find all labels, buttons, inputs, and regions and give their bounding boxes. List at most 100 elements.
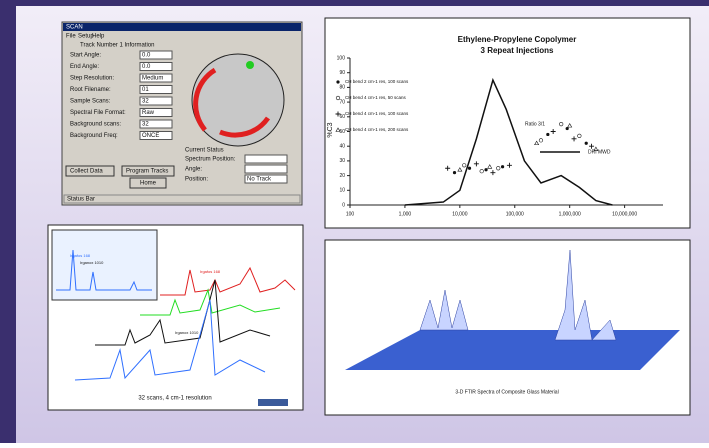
track-circle: [191, 53, 285, 147]
point: [534, 140, 540, 146]
surface-peak: [554, 249, 617, 341]
point: [567, 123, 573, 128]
y-tick-label: 40: [339, 144, 345, 150]
field-box[interactable]: [139, 85, 173, 94]
inset-spectrum: [56, 249, 152, 291]
chart-subtitle: 3 Repeat Injections: [481, 46, 554, 55]
button[interactable]: [121, 165, 175, 177]
chart-title: Ethylene-Propylene Copolymer: [458, 35, 577, 44]
status-label: Spectrum Position:: [185, 157, 236, 163]
field-box[interactable]: [139, 131, 173, 140]
legend-label: DRI MWD: [588, 149, 611, 155]
spectrum-trace: [95, 279, 271, 346]
left-bar: [0, 0, 16, 443]
y-tick-label: 20: [339, 173, 345, 179]
chart-panel: [324, 17, 691, 229]
field-label: Background Freq:: [70, 133, 118, 139]
status-label: Position:: [185, 177, 208, 183]
button[interactable]: [258, 399, 288, 406]
field-value: 01: [142, 87, 149, 93]
y-tick-label: 10: [339, 188, 345, 194]
legend-label: CH bend 4 cm-1 res, 50 scans: [345, 95, 407, 100]
point: [487, 164, 493, 169]
legend-label: CH bend 4 cm-1 res, 100 scans: [345, 111, 409, 116]
button-label[interactable]: Collect Data: [70, 169, 103, 175]
x-tick-label: 100: [346, 211, 355, 217]
y-tick-label: 50: [339, 129, 345, 135]
x-tick-label: 1,000,000: [559, 211, 581, 217]
field-value: 0.0: [142, 64, 151, 70]
point: [584, 141, 588, 145]
field-box[interactable]: [139, 108, 173, 117]
button-label[interactable]: Home: [140, 181, 157, 187]
point: [559, 122, 564, 127]
point: [467, 166, 472, 170]
window-title: SCAN: [66, 25, 83, 31]
spectrum-trace: [160, 266, 296, 296]
status-bar-text: Status Bar: [67, 197, 95, 203]
menu-item[interactable]: Help: [92, 34, 105, 40]
point: [571, 136, 577, 142]
field-box[interactable]: [139, 96, 173, 106]
point: [479, 169, 484, 174]
y-tick-label: 80: [339, 85, 345, 91]
field-box[interactable]: [139, 119, 173, 129]
menu-item[interactable]: File: [66, 34, 76, 40]
section-title: Track Number 1 Information: [80, 43, 154, 49]
legend-marker: [335, 111, 341, 117]
field-label: Background scans:: [70, 122, 121, 128]
track-arc: [219, 116, 271, 138]
menu-item[interactable]: Setup: [78, 34, 94, 40]
point: [577, 133, 582, 139]
surface-peak: [419, 289, 469, 331]
top-bar: [0, 0, 709, 6]
button[interactable]: [129, 177, 167, 189]
status-box: [244, 164, 288, 174]
trace-label: Irganox 1010: [175, 330, 199, 335]
field-value: ONCE: [142, 133, 159, 139]
annotation: Ratio 3/1: [525, 121, 545, 127]
inset: [51, 229, 158, 301]
x-tick-label: 10,000,000: [612, 211, 637, 217]
point: [589, 143, 595, 149]
y-axis-label: %C3: [327, 122, 334, 137]
field-value: 32: [142, 99, 149, 105]
status-label: Angle:: [185, 167, 202, 173]
field-label: Sample Scans:: [70, 99, 111, 105]
field-label: Step Resolution:: [70, 76, 114, 82]
y-tick-label: 100: [337, 55, 346, 61]
point: [500, 165, 505, 169]
field-box[interactable]: [139, 50, 173, 60]
line-series: [404, 77, 613, 206]
status-value: No Track: [247, 177, 272, 183]
caption: 3-D FTIR Spectra of Composite Glass Mate…: [455, 389, 558, 395]
field-box[interactable]: [139, 73, 173, 83]
spectrum-trace: [74, 299, 266, 381]
field-label: Root Filename:: [70, 87, 111, 93]
track-arc: [193, 67, 217, 132]
point: [462, 163, 467, 168]
field-value: 0.0: [142, 53, 151, 59]
point: [506, 162, 512, 168]
point: [546, 132, 550, 137]
y-tick-label: 90: [339, 70, 345, 76]
inset-label: Irganox 1010: [80, 260, 104, 265]
field-value: Raw: [142, 110, 155, 116]
button[interactable]: [65, 165, 115, 177]
legend-label: CH bend 2 cm-1 res, 100 scans: [345, 79, 409, 84]
legend-marker: [335, 95, 341, 101]
button-label[interactable]: Program Tracks: [126, 169, 168, 175]
point: [457, 167, 463, 172]
y-tick-label: 70: [339, 99, 345, 105]
field-label: Spectral File Format:: [70, 110, 126, 116]
ftir-panel: [324, 239, 691, 416]
status-title: Current Status: [185, 148, 224, 154]
status-box: [244, 154, 288, 164]
trace-label: Irgafos 168: [200, 269, 221, 274]
title-bar: [63, 23, 301, 31]
y-tick-label: 30: [339, 158, 345, 164]
spectrum-trace: [140, 288, 281, 316]
point: [452, 171, 457, 175]
field-box[interactable]: [139, 62, 173, 71]
